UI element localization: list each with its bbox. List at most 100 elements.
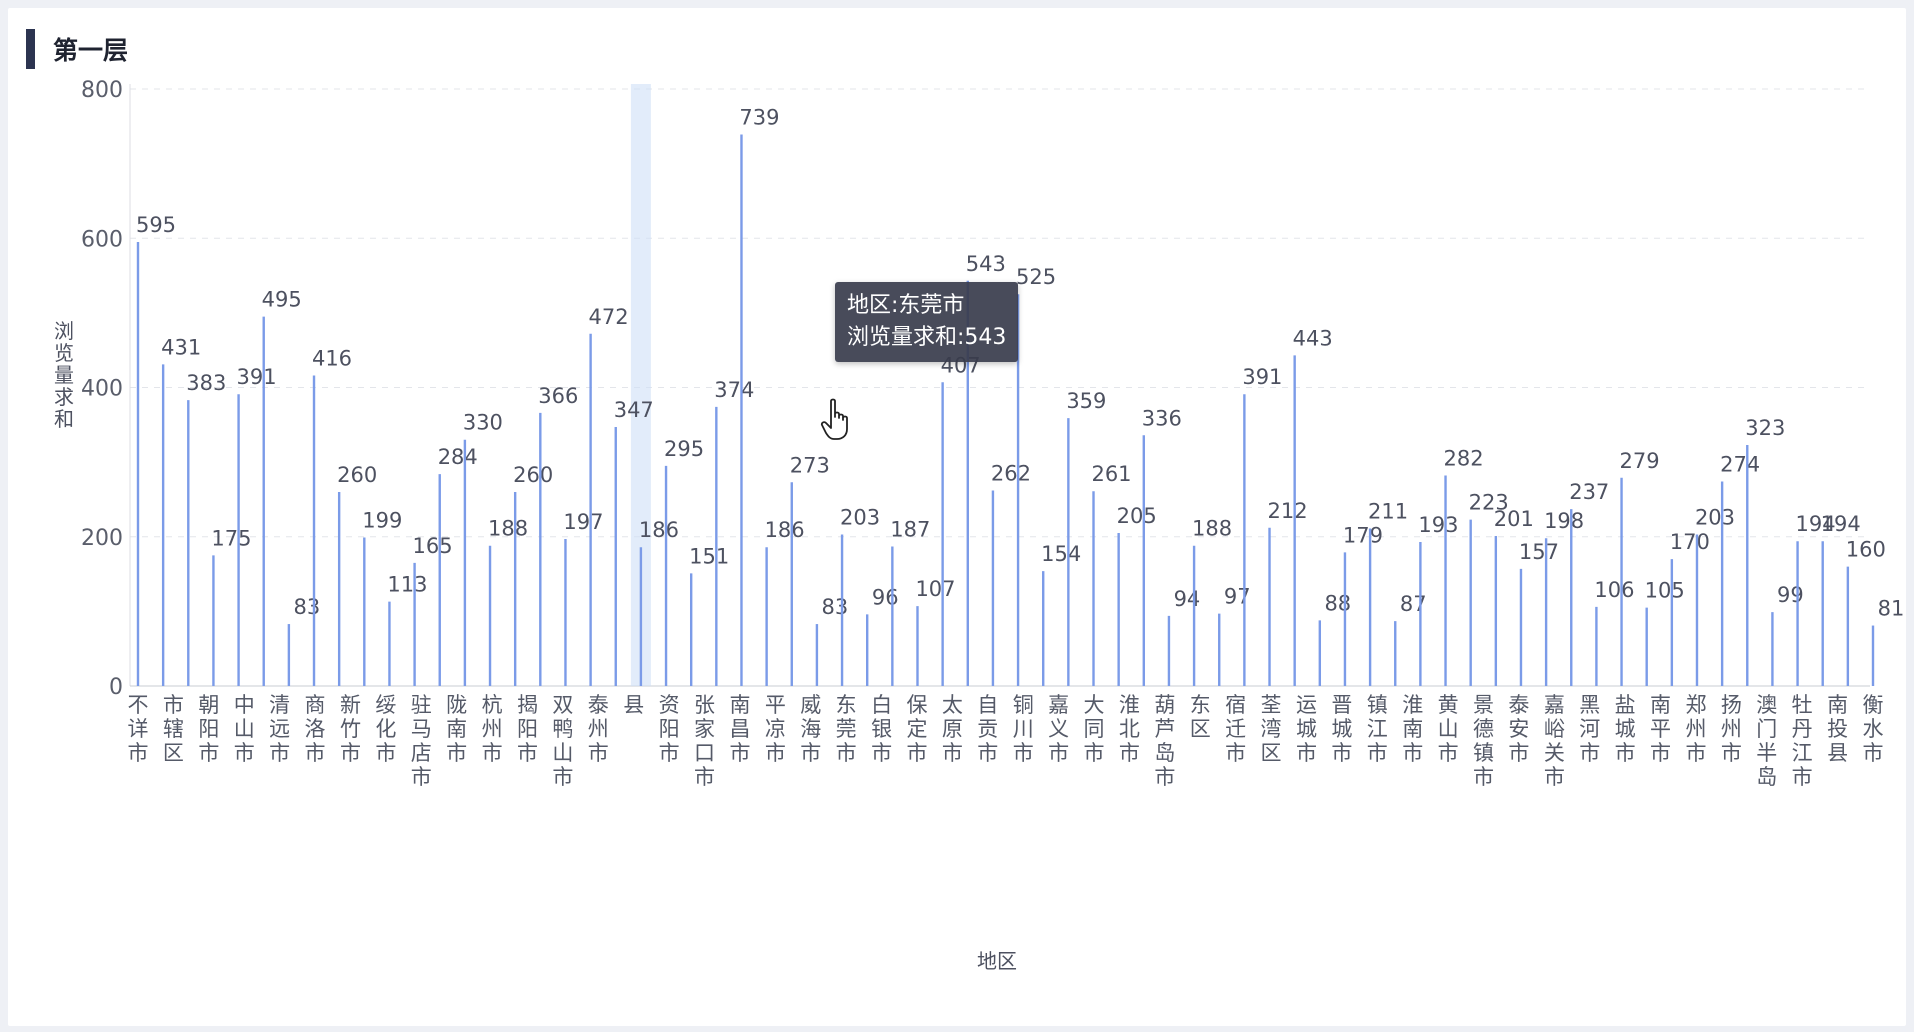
data-label: 186 [765,518,805,542]
x-tick-label: 威海市 [800,693,821,765]
data-label: 99 [1777,583,1804,607]
data-label: 260 [513,463,553,487]
data-label: 359 [1066,389,1106,413]
data-label: 157 [1519,540,1559,564]
x-tick-label: 市辖区 [163,693,184,765]
x-tick-label: 扬州市 [1721,693,1742,765]
data-label: 383 [186,371,226,395]
title-accent-bar [26,29,35,69]
data-label: 262 [991,461,1031,485]
data-label: 106 [1594,578,1634,602]
data-label: 543 [966,252,1006,276]
x-tick-label: 绥化市 [375,693,396,765]
data-label: 105 [1645,579,1685,603]
data-label: 154 [1041,542,1081,566]
data-label: 391 [237,365,277,389]
x-tick-label: 衡水市 [1863,693,1884,765]
x-tick-label: 新竹市 [340,693,361,765]
data-label: 431 [161,335,201,359]
chart-panel: 第一层 [8,8,1906,1026]
data-label: 223 [1469,491,1509,515]
data-label: 284 [438,445,478,469]
x-tick-label: 澳门半岛 [1756,693,1777,789]
x-tick-label: 太原市 [942,693,963,765]
x-tick-label: 铜川市 [1013,693,1034,765]
chart-tooltip: 地区:东莞市 浏览量求和:543 [835,282,1019,362]
data-label: 203 [1695,506,1735,530]
x-tick-label: 陇南市 [446,693,467,765]
data-label: 201 [1494,507,1534,531]
data-label: 472 [589,305,629,329]
data-label: 273 [790,453,830,477]
tooltip-value: 浏览量求和:543 [847,325,1007,350]
data-label: 347 [614,398,654,422]
data-label: 495 [262,288,302,312]
data-label: 170 [1670,530,1710,554]
x-tick-label: 淮南市 [1402,693,1423,765]
data-label: 282 [1443,447,1483,471]
x-tick-label: 郑州市 [1685,693,1706,765]
data-label: 525 [1016,265,1056,289]
x-tick-label: 朝阳市 [198,693,219,765]
x-tick-label: 嘉峪关市 [1544,693,1565,789]
hover-highlight [630,84,651,686]
data-label: 595 [136,213,176,237]
x-tick-label: 黑河市 [1579,693,1600,765]
data-label: 416 [312,347,352,371]
x-tick-label: 宿迁市 [1225,693,1246,765]
x-tick-label: 泰州市 [588,693,609,765]
x-tick-label: 大同市 [1084,693,1105,765]
panel-title: 第一层 [53,36,129,65]
x-tick-label: 南投县 [1827,693,1848,765]
data-label: 97 [1224,585,1251,609]
data-label: 261 [1091,462,1131,486]
x-tick-label: 葫芦岛市 [1154,693,1175,789]
data-label: 323 [1745,416,1785,440]
x-tick-label: 景德镇市 [1473,693,1494,789]
x-tick-label: 东莞市 [836,693,857,765]
data-label: 188 [1192,517,1232,541]
data-label: 165 [413,534,453,558]
data-label: 186 [639,518,679,542]
x-tick-label: 南昌市 [729,693,750,765]
data-label: 199 [362,508,402,532]
data-label: 197 [563,510,603,534]
data-label: 330 [463,411,503,435]
data-label: 739 [739,106,779,130]
data-label: 391 [1242,365,1282,389]
x-tick-label: 白银市 [871,693,892,765]
data-label: 188 [488,517,528,541]
x-tick-label: 不详市 [128,693,149,765]
tooltip-region: 地区:东莞市 [847,293,965,318]
data-label: 160 [1846,538,1886,562]
x-tick-label: 保定市 [906,693,927,765]
data-label: 194 [1821,512,1861,536]
data-label: 187 [890,517,930,541]
y-tick-label: 600 [81,227,123,252]
y-tick-label: 800 [81,78,123,103]
data-label: 366 [538,384,578,408]
data-label: 237 [1569,480,1609,504]
x-tick-label: 嘉义市 [1048,693,1069,765]
data-label: 179 [1343,523,1383,547]
data-label: 211 [1368,500,1408,524]
x-tick-label: 中山市 [234,693,255,765]
panel-header: 第一层 [26,28,128,70]
x-tick-label: 运城市 [1296,693,1317,765]
data-label: 175 [211,526,251,550]
data-label: 205 [1117,504,1157,528]
x-tick-label: 东区 [1190,693,1211,741]
x-tick-label: 黄山市 [1438,693,1459,765]
y-tick-label: 200 [81,526,123,551]
x-tick-label: 县 [623,693,644,717]
data-label: 260 [337,463,377,487]
y-tick-label: 400 [81,377,123,402]
data-label: 274 [1720,453,1760,477]
x-tick-label: 晋城市 [1331,693,1352,765]
x-tick-label: 揭阳市 [517,693,538,765]
x-tick-label: 驻马店市 [411,693,432,789]
data-label: 94 [1174,587,1201,611]
x-tick-label: 平凉市 [765,693,786,765]
x-tick-label: 张家口市 [694,693,715,789]
